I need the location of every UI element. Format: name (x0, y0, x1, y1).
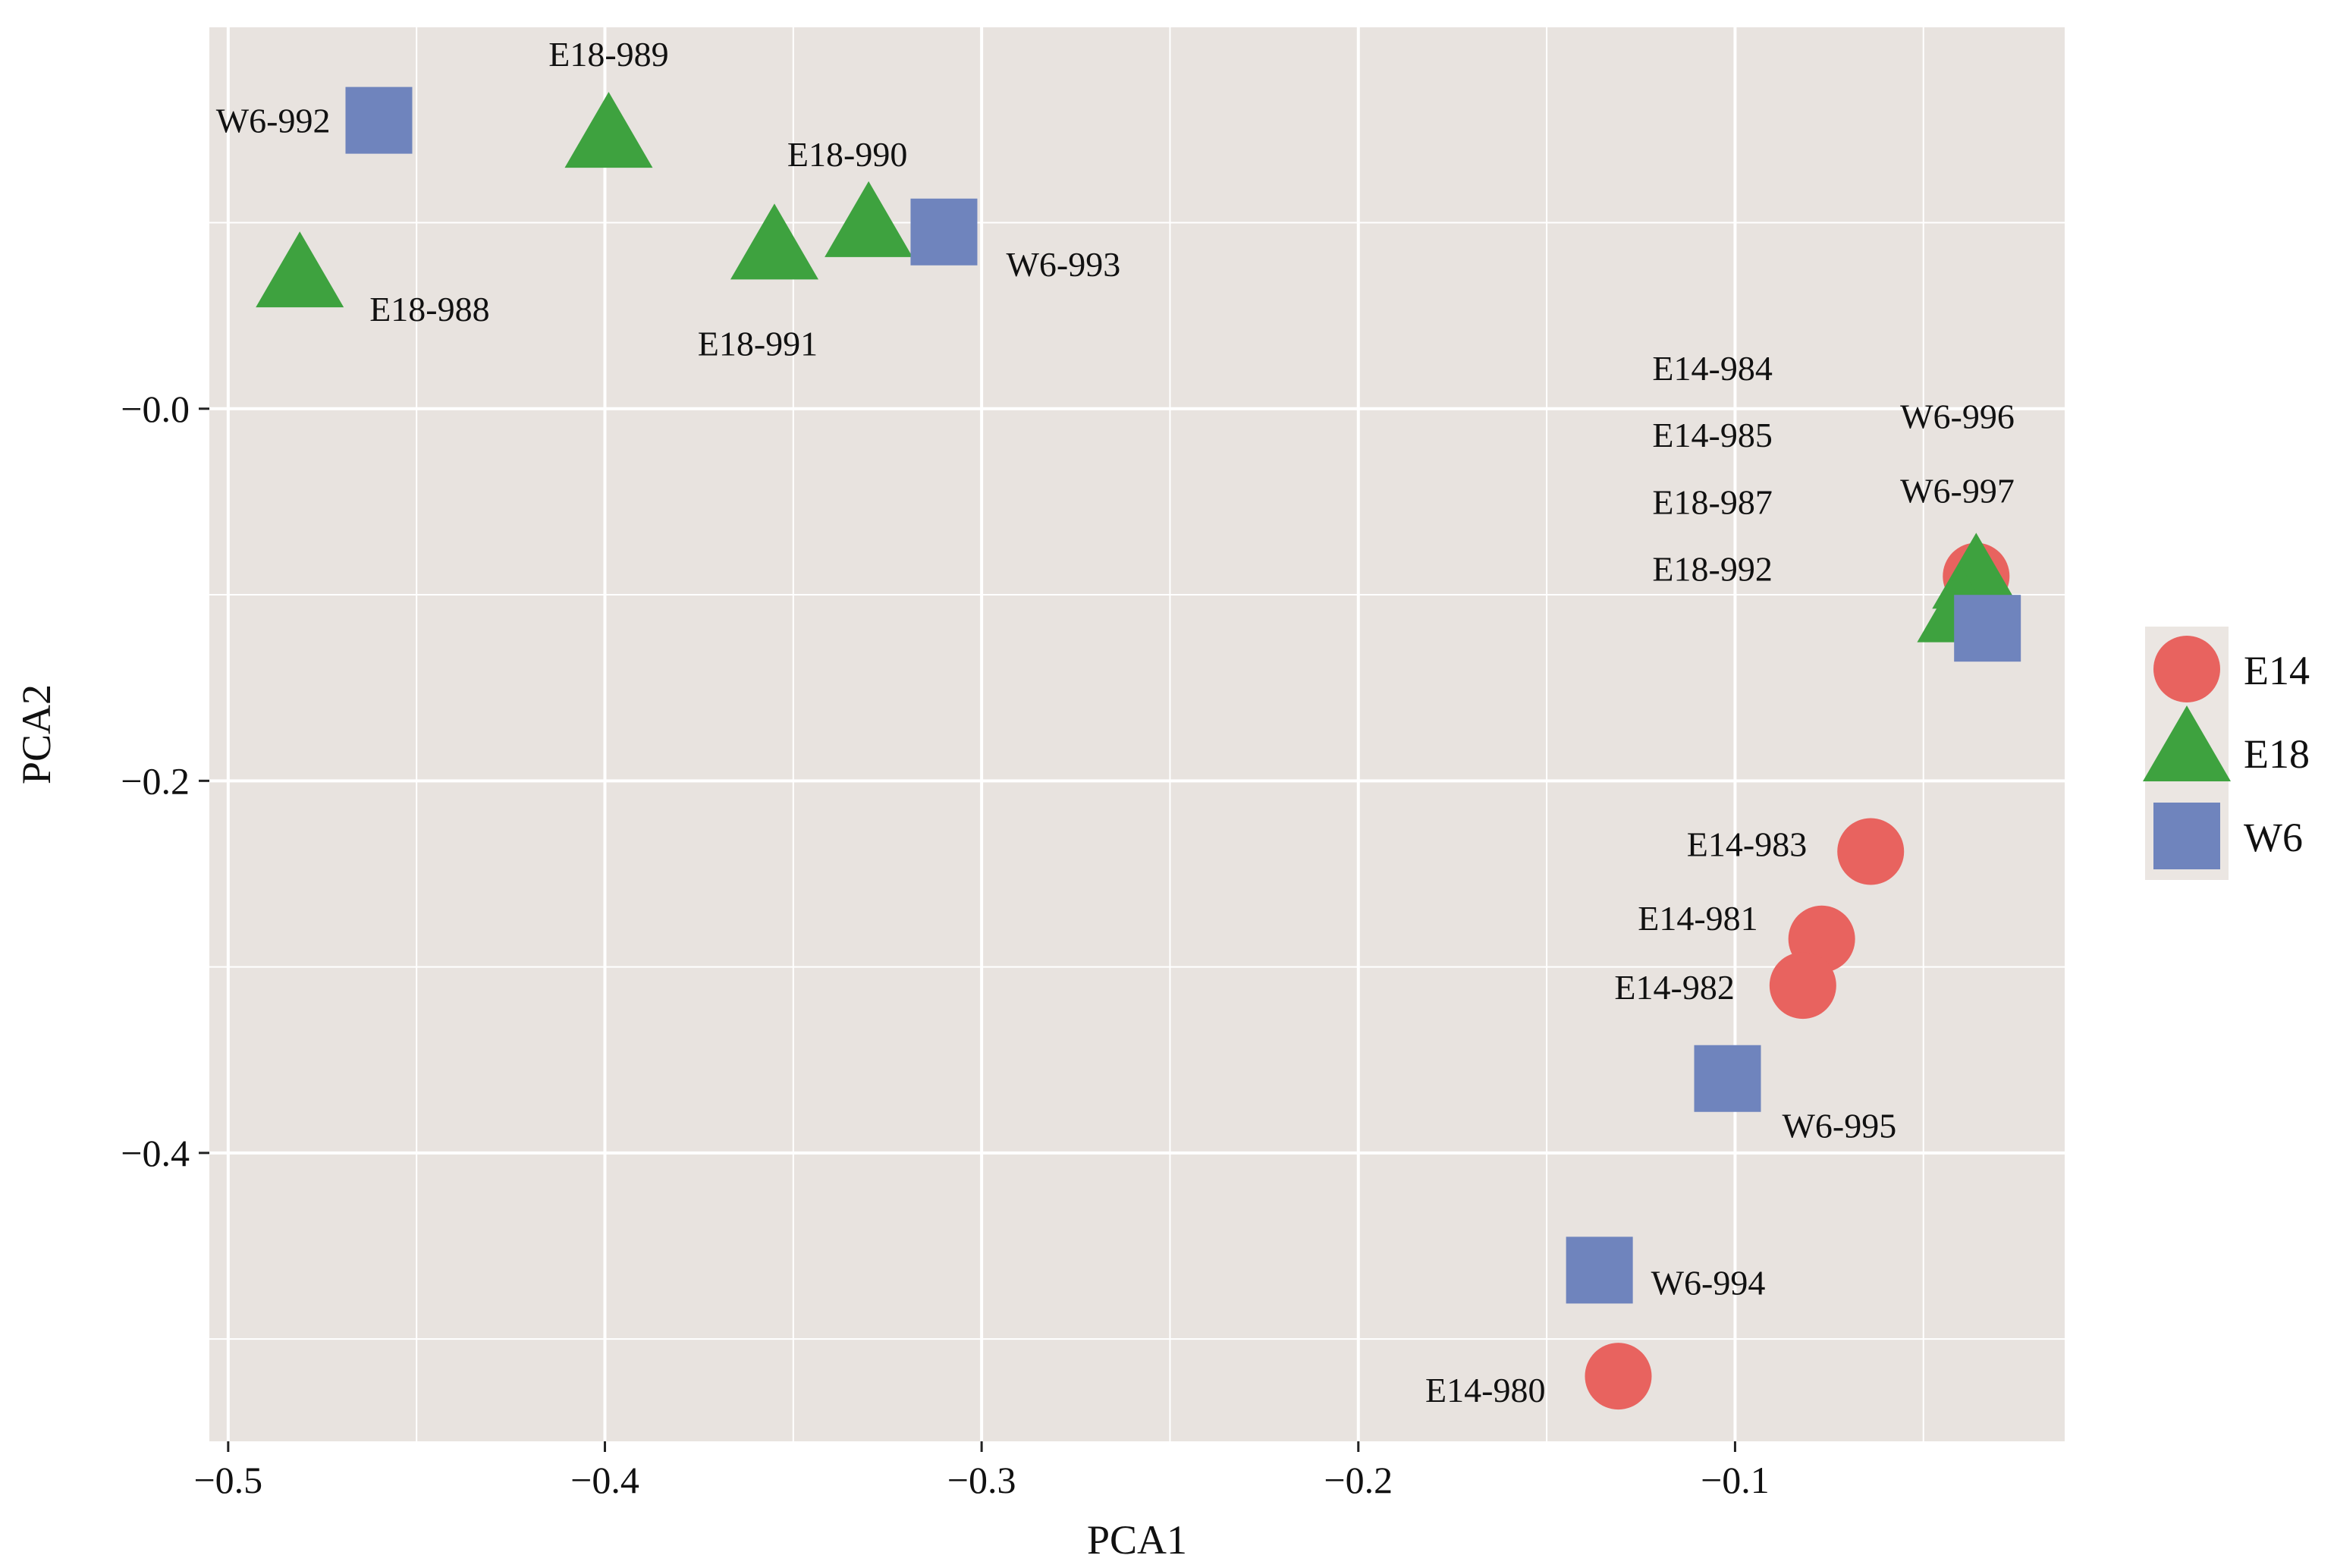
x-tick-label: −0.5 (193, 1459, 262, 1501)
point-label: W6-994 (1651, 1263, 1766, 1302)
y-tick-label: −0.0 (121, 388, 190, 430)
point-label: E14-980 (1425, 1371, 1545, 1409)
point-w6-square (910, 198, 978, 266)
point-labels: E14-980 E14-981 E14-982 E14-983 E18-988 E18-9… (216, 35, 2015, 1409)
legend-label: W6 (2244, 815, 2303, 860)
point-e18-triangle (256, 231, 344, 308)
point-w6-square (345, 86, 413, 154)
legend-marker-e14 (2153, 636, 2220, 702)
point-e18-triangle (730, 203, 818, 280)
point-label: W6-992 (216, 102, 331, 140)
legend-label: E14 (2244, 648, 2310, 693)
annotation-label: E14-984 (1652, 349, 1772, 388)
x-axis-label: PCA1 (1087, 1517, 1187, 1563)
y-tick-label: −0.2 (121, 759, 190, 802)
legend: E14 E18 W6 (2143, 627, 2310, 880)
point-e18-triangle (564, 92, 653, 168)
y-tick-label: −0.4 (121, 1132, 190, 1174)
point-w6-square (1566, 1236, 1633, 1304)
y-axis-label: PCA2 (14, 684, 59, 784)
grid (209, 27, 2065, 1441)
annotation-label: W6-997 (1900, 472, 2015, 511)
point-label: E14-983 (1687, 825, 1807, 864)
point-label: E14-982 (1614, 968, 1734, 1007)
point-label: E18-989 (548, 35, 668, 74)
x-tick-label: −0.3 (947, 1459, 1016, 1501)
point-label: E18-991 (698, 324, 818, 363)
point-e14-circle (1837, 818, 1905, 885)
x-tick-label: −0.4 (570, 1459, 639, 1501)
point-label: E18-990 (787, 135, 907, 174)
point-label: W6-993 (1006, 245, 1120, 284)
plot-panel (209, 27, 2065, 1441)
x-tick-label: −0.1 (1701, 1459, 1770, 1501)
point-w6-square (1694, 1045, 1761, 1112)
point-e14-circle (1585, 1343, 1652, 1410)
x-tick-label: −0.2 (1324, 1459, 1393, 1501)
legend-label: E18 (2244, 731, 2310, 777)
point-w6-square (1954, 595, 2021, 662)
annotation-label: W6-996 (1900, 397, 2015, 436)
annotation-label: E14-985 (1652, 416, 1772, 454)
data-points (256, 86, 2021, 1410)
point-e14-circle (1769, 952, 1836, 1020)
point-label: E14-981 (1638, 899, 1757, 938)
legend-marker-w6 (2153, 803, 2220, 869)
point-label: E18-988 (369, 290, 489, 328)
point-e18-triangle (825, 181, 913, 257)
axis-ticks: −0.5 −0.4 −0.3 −0.2 −0.1 −0.0 −0.2 −0.4 (121, 388, 1769, 1501)
point-label: W6-995 (1782, 1107, 1896, 1145)
annotation-label: E18-992 (1652, 550, 1772, 589)
annotation-label: E18-987 (1652, 482, 1772, 521)
legend-marker-e18 (2143, 705, 2231, 781)
